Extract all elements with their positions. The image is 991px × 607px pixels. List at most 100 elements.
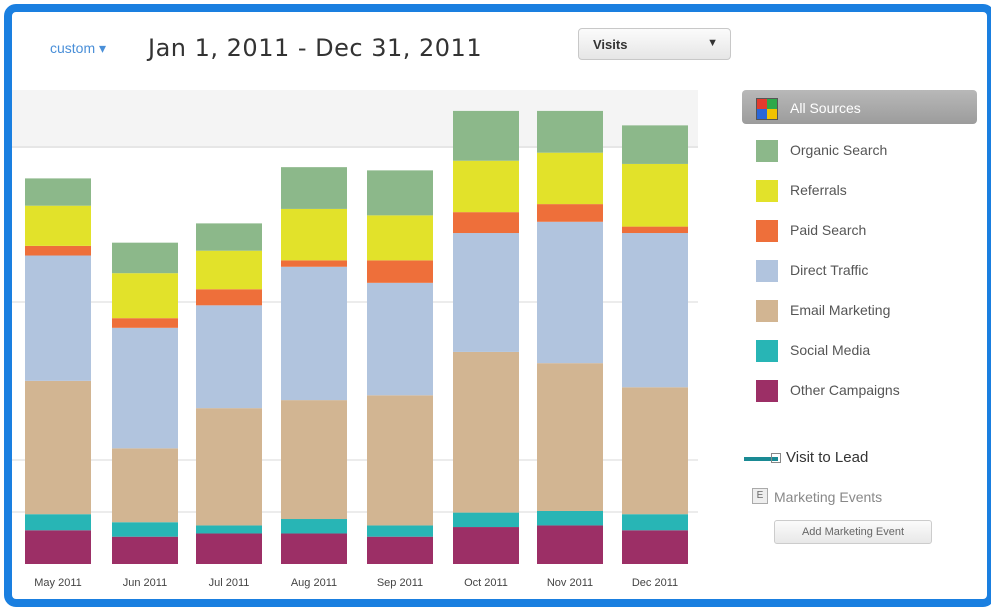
legend-swatch [756,140,778,162]
bar-segment-direct-traffic[interactable] [453,233,519,352]
bar-segment-direct-traffic[interactable] [25,255,91,381]
legend-item-all-sources[interactable]: All Sources [742,90,977,124]
date-range-picker-link[interactable]: custom ▾ [50,40,107,56]
bar-segment-other-campaigns[interactable] [112,536,178,564]
add-marketing-event-button[interactable]: Add Marketing Event [774,520,932,544]
bar-segment-social-media[interactable] [196,525,262,534]
metric-select-value: Visits [593,37,628,52]
bar-segment-organic-search[interactable] [622,125,688,164]
icon-quadrant [757,99,767,109]
x-tick-label: Jun 2011 [123,577,167,589]
bar-segment-referrals[interactable] [622,163,688,227]
bar-segment-email-marketing[interactable] [281,400,347,520]
bar-segment-referrals[interactable] [196,250,262,290]
bar-segment-social-media[interactable] [112,522,178,537]
x-axis-ticks: May 2011 Jun 2011 Jul 2011 Aug 2011 Sep 2011… [34,577,678,589]
bar-segment-referrals[interactable] [537,152,603,205]
bar-segment-other-campaigns[interactable] [196,533,262,564]
bar-segment-other-campaigns[interactable] [453,527,519,564]
legend-swatch [756,180,778,202]
report-header: custom ▾ Jan 1, 2011 - Dec 31, 2011 Visi… [12,12,987,82]
legend-swatch [756,380,778,402]
bar-segment-email-marketing[interactable] [25,380,91,515]
bar-segment-paid-search[interactable] [453,212,519,234]
trend-line-icon [744,457,778,461]
bar-segment-paid-search[interactable] [537,204,603,222]
all-sources-icon [756,98,778,120]
x-tick-label: Jul 2011 [209,577,250,589]
visit-to-lead-toggle[interactable]: Visit to Lead [742,446,982,470]
legend-swatch [756,340,778,362]
bar-segment-direct-traffic[interactable] [537,221,603,364]
bar-segment-social-media[interactable] [537,510,603,526]
bar-segment-email-marketing[interactable] [453,351,519,513]
bar-segment-email-marketing[interactable] [196,408,262,526]
legend-label: Referrals [790,182,847,198]
bar-segment-paid-search[interactable] [367,260,433,283]
icon-quadrant [757,109,767,119]
bar-segment-organic-search[interactable] [537,110,603,153]
bar-segment-organic-search[interactable] [112,242,178,274]
bar-segment-organic-search[interactable] [453,110,519,161]
legend-label: All Sources [790,100,861,116]
bar-segment-paid-search[interactable] [112,318,178,328]
bar-segment-other-campaigns[interactable] [281,533,347,564]
bar-segment-direct-traffic[interactable] [367,282,433,396]
legend-item-email-marketing[interactable]: Email Marketing [742,292,982,326]
legend-item-social-media[interactable]: Social Media [742,332,982,366]
date-range-title: Jan 1, 2011 - Dec 31, 2011 [148,34,483,62]
chevron-down-icon: ▼ [707,37,718,49]
checkbox-icon[interactable] [771,453,781,463]
bar-segment-email-marketing[interactable] [112,448,178,523]
bar-segment-email-marketing[interactable] [367,395,433,526]
legend-label: Organic Search [790,142,888,158]
bar-segment-direct-traffic[interactable] [281,266,347,401]
bar-segment-social-media[interactable] [622,514,688,531]
bar-segment-organic-search[interactable] [367,170,433,216]
marketing-events-toggle[interactable]: E Marketing Events [742,484,982,508]
visit-to-lead-label: Visit to Lead [786,449,869,466]
bar-segment-direct-traffic[interactable] [196,305,262,409]
legend-item-direct-traffic[interactable]: Direct Traffic [742,252,982,286]
bar-segment-other-campaigns[interactable] [622,530,688,564]
bar-segment-organic-search[interactable] [25,178,91,206]
legend-item-referrals[interactable]: Referrals [742,172,982,206]
bar-segment-organic-search[interactable] [196,223,262,251]
bar-segment-paid-search[interactable] [25,245,91,256]
bar-segment-direct-traffic[interactable] [112,327,178,449]
bar-segment-other-campaigns[interactable] [25,530,91,564]
bar-segment-social-media[interactable] [25,514,91,531]
x-tick-label: Oct 2011 [464,577,508,589]
legend-swatch [756,220,778,242]
legend-label: Paid Search [790,222,867,238]
bar-segment-referrals[interactable] [367,215,433,261]
x-tick-label: Sep 2011 [377,577,423,589]
bar-segment-referrals[interactable] [112,273,178,319]
bar-segment-paid-search[interactable] [622,226,688,234]
legend-label: Direct Traffic [790,262,869,278]
bar-segment-social-media[interactable] [367,525,433,537]
icon-quadrant [767,99,777,109]
bar-segment-other-campaigns[interactable] [537,525,603,564]
bar-segment-paid-search[interactable] [281,260,347,267]
bar-segment-referrals[interactable] [281,208,347,261]
bar-segment-email-marketing[interactable] [622,387,688,515]
bar-segment-organic-search[interactable] [281,167,347,209]
legend-item-paid-search[interactable]: Paid Search [742,212,982,246]
bar-segment-paid-search[interactable] [196,289,262,306]
legend-label: Social Media [790,342,871,358]
bar-segment-social-media[interactable] [453,512,519,528]
legend-swatch [756,260,778,282]
metric-select[interactable]: Visits ▼ [578,28,731,60]
bar-segment-referrals[interactable] [453,160,519,213]
marketing-events-label: Marketing Events [774,489,883,505]
event-marker-icon[interactable]: E [752,488,768,504]
bar-segment-email-marketing[interactable] [537,363,603,511]
bar-segment-direct-traffic[interactable] [622,233,688,388]
legend-item-other-campaigns[interactable]: Other Campaigns [742,372,982,406]
legend-label: Email Marketing [790,302,891,318]
bar-segment-referrals[interactable] [25,205,91,246]
bar-segment-other-campaigns[interactable] [367,536,433,564]
legend-item-organic-search[interactable]: Organic Search [742,132,982,166]
bar-segment-social-media[interactable] [281,519,347,534]
